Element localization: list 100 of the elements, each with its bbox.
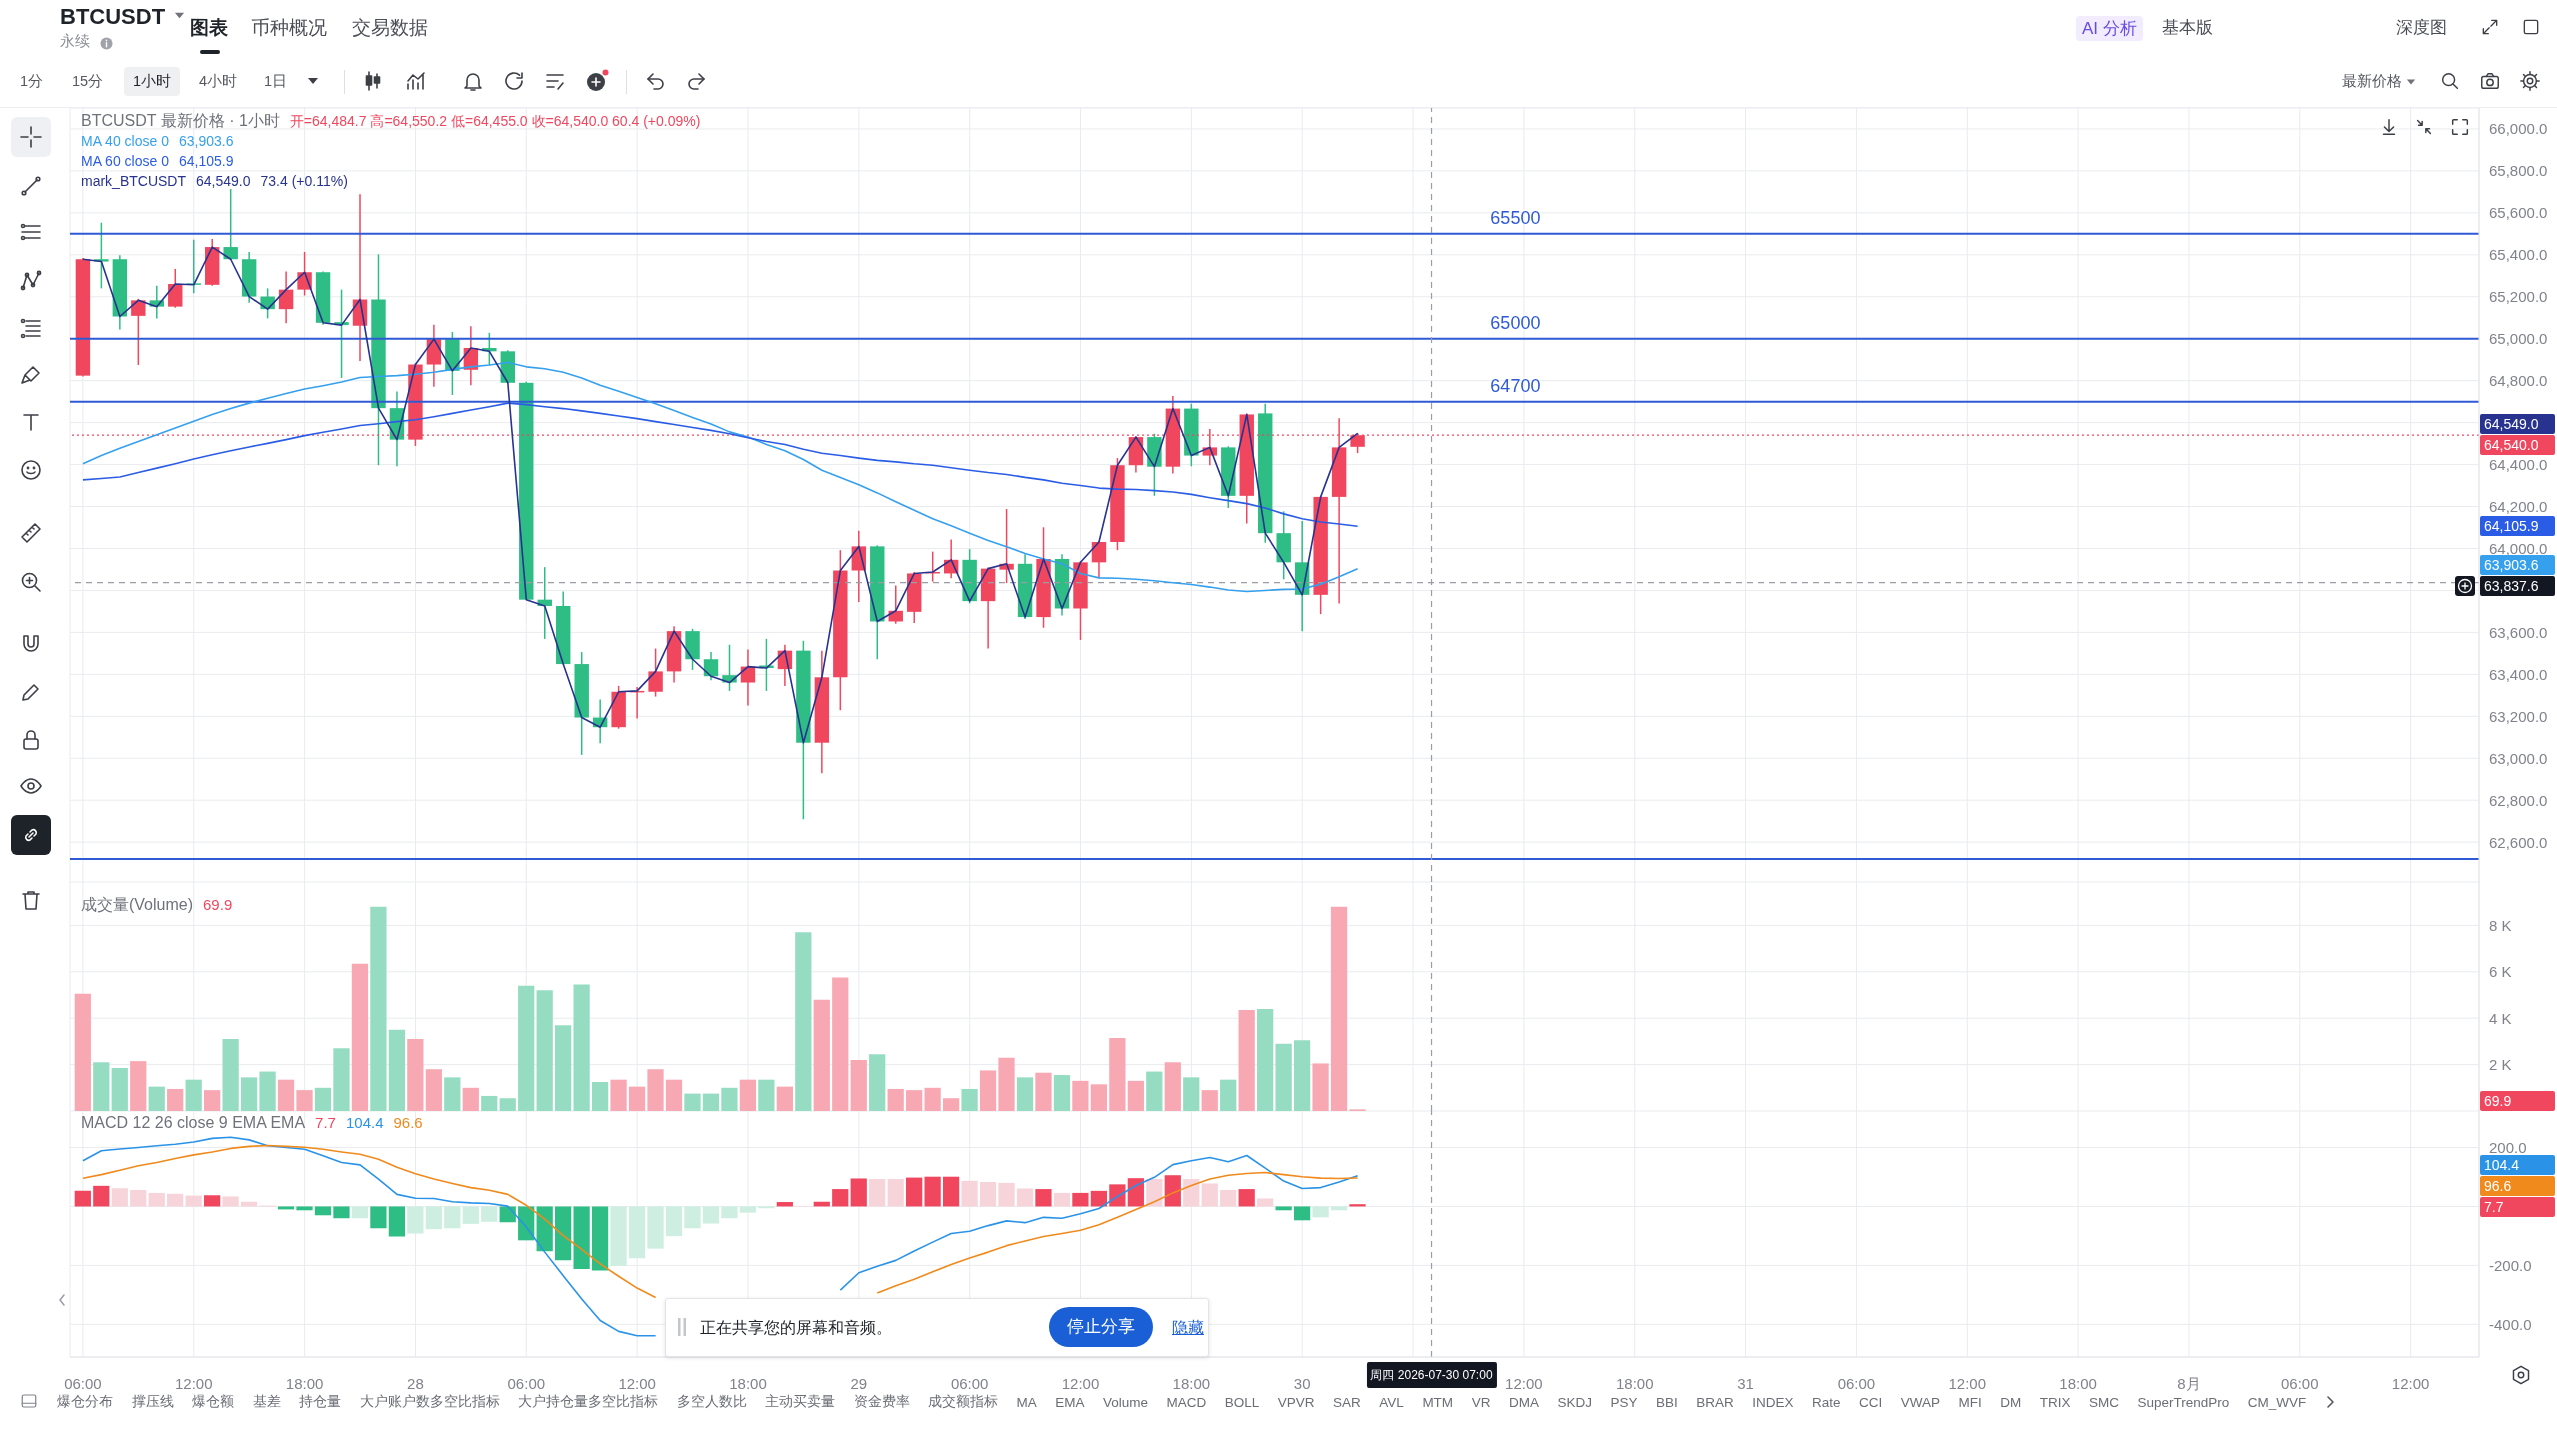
bar (444, 1077, 461, 1111)
candlestick (223, 188, 238, 261)
bar (1090, 1190, 1108, 1207)
bar (481, 1095, 498, 1111)
text: BRAR (1696, 1394, 1734, 1410)
ref-line-label: 65000 (1489, 312, 1542, 334)
bar (1257, 1008, 1274, 1111)
bar (628, 1206, 646, 1259)
bar (1275, 1206, 1292, 1211)
bar (351, 963, 369, 1111)
y-tick-label: 65,400.0 (2489, 246, 2548, 264)
bar (979, 1070, 997, 1111)
x-tick-label: 12:00 (1061, 1374, 1100, 1392)
bar (998, 1182, 1015, 1207)
text: DMA (1508, 1394, 1539, 1410)
text: 多空人数比 (676, 1393, 747, 1411)
bar (130, 1061, 147, 1111)
y-tick-label: 63,400.0 (2489, 665, 2548, 683)
text: 7.7 (2484, 1198, 2504, 1215)
bar (1238, 1189, 1255, 1207)
bar (296, 1090, 313, 1111)
bar (167, 1193, 184, 1207)
x-tick-label: 18:00 (285, 1374, 324, 1392)
y-tick-label: 65,000.0 (2489, 330, 2548, 348)
x-tick-label: 31 (1737, 1374, 1754, 1392)
ref-line-label: 65500 (1489, 207, 1542, 229)
text: 深度图 (2396, 17, 2447, 39)
bar (887, 1088, 904, 1111)
bar (610, 1206, 627, 1266)
bar (222, 1039, 239, 1111)
x-tick-label: 12:00 (2391, 1374, 2430, 1392)
annotation: 63,903.6 (178, 133, 234, 149)
bar (1016, 1188, 1034, 1207)
text: 大户账户数多空比指标 (359, 1393, 500, 1411)
chart-title: BTCUSDT 最新价格 · 1小时 (81, 111, 280, 131)
ref-line-label: 64,540.0 (2480, 434, 2555, 455)
bar (906, 1090, 923, 1111)
bar (444, 1206, 461, 1229)
bar (961, 1180, 978, 1207)
bar (887, 1179, 904, 1207)
bar (130, 1189, 147, 1207)
x-tick-label: 06:00 (64, 1374, 102, 1392)
x-tick-label: 12:00 (1948, 1374, 1987, 1392)
text: PSY (1610, 1394, 1638, 1410)
bar (277, 1079, 295, 1111)
bar (813, 999, 830, 1111)
bar (222, 1196, 239, 1207)
bar (647, 1069, 664, 1111)
bar (1053, 1192, 1071, 1207)
bar (1146, 1071, 1163, 1111)
bar (1201, 1090, 1218, 1111)
bar (684, 1093, 701, 1111)
bar (74, 993, 91, 1111)
bar (462, 1206, 479, 1224)
text: 成交额指标 (928, 1393, 998, 1411)
bar (481, 1206, 498, 1222)
x-tick-label: 12:00 (175, 1374, 213, 1392)
bar (148, 1192, 165, 1207)
bar (1257, 1198, 1274, 1207)
text: 爆仓分布 (57, 1393, 113, 1411)
bar (573, 1206, 590, 1269)
bar (776, 1086, 793, 1111)
bar (185, 1195, 202, 1207)
bar (555, 1025, 572, 1111)
text: Rate (1811, 1394, 1841, 1410)
bar (1330, 906, 1348, 1111)
bar (906, 1177, 923, 1207)
bar (665, 1206, 683, 1237)
bar (942, 1176, 960, 1207)
text: 永续 (60, 32, 90, 51)
bar (1220, 1079, 1237, 1111)
text: 爆仓额 (192, 1393, 234, 1411)
y-tick-label: 64,800.0 (2489, 372, 2548, 390)
text: AVL (1379, 1394, 1404, 1410)
bar (924, 1087, 941, 1111)
bar (555, 1206, 572, 1261)
bar (850, 1059, 867, 1111)
bar (1312, 1063, 1329, 1111)
text: 交易数据 (352, 16, 428, 40)
candlestick (740, 648, 756, 707)
bar (1183, 1179, 1200, 1207)
y-tick-label: 65,600.0 (2489, 204, 2548, 222)
bar (296, 1206, 313, 1211)
bar (407, 1039, 424, 1111)
annotation: 停止分享 (1049, 1307, 1153, 1347)
bar (573, 984, 590, 1111)
bar (333, 1048, 350, 1111)
text: AI 分析 (2076, 16, 2143, 41)
bar (739, 1079, 757, 1111)
bar (167, 1088, 184, 1111)
x-tick-label: 29 (850, 1374, 868, 1392)
text: 图表 (190, 16, 228, 40)
bar (333, 1206, 350, 1219)
bar (1275, 1043, 1292, 1111)
x-tick-label: 12:00 (618, 1374, 656, 1392)
x-tick-label: 8月 (2177, 1374, 2201, 1392)
bar (1035, 1189, 1052, 1207)
x-tick-label: 18:00 (729, 1374, 767, 1392)
y-tick-label: -400.0 (2489, 1315, 2532, 1333)
bar (1072, 1192, 1089, 1207)
